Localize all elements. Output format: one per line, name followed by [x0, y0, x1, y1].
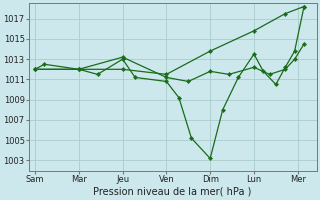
X-axis label: Pression niveau de la mer( hPa ): Pression niveau de la mer( hPa )	[93, 187, 252, 197]
